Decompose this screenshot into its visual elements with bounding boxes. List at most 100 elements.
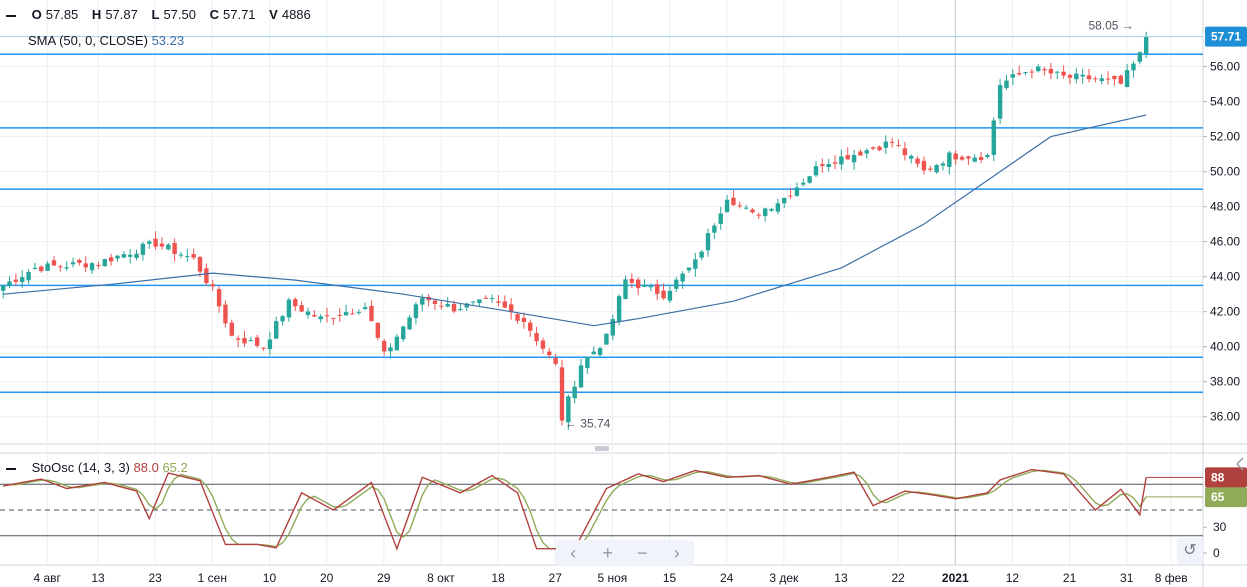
sto-d-value: 65.2 xyxy=(162,460,188,475)
candle-body xyxy=(274,321,279,339)
scroll-left-button[interactable]: ‹ xyxy=(570,542,577,563)
price-tick-label: 40.00 xyxy=(1210,340,1240,354)
candle-body xyxy=(674,279,679,289)
candle-body xyxy=(77,259,82,263)
candle-body xyxy=(801,182,806,185)
candles-group xyxy=(0,31,1149,430)
time-tick-label: 12 xyxy=(1006,571,1020,585)
candle-body xyxy=(762,208,768,217)
candle-body xyxy=(337,314,342,316)
time-tick-label: 27 xyxy=(549,571,563,585)
sto-legend[interactable]: StoOsc (14, 3, 3) 88.0 65.2 xyxy=(6,460,188,475)
sto-tick-label: 30 xyxy=(1213,520,1227,534)
candle-body xyxy=(1016,72,1022,75)
candle-body xyxy=(134,253,139,259)
candle-body xyxy=(756,214,762,216)
time-tick-label: 4 авг xyxy=(34,571,62,585)
candle-body xyxy=(775,203,781,212)
candle-body xyxy=(972,157,977,162)
sto-tick-label: 65 xyxy=(1211,490,1225,504)
candle-body xyxy=(699,251,704,258)
candle-body xyxy=(680,273,685,282)
candle-body xyxy=(401,326,406,340)
candle-body xyxy=(718,213,723,224)
candle-body xyxy=(235,338,241,340)
candle-body xyxy=(553,358,558,364)
chart-nav-bar: ‹ + − › xyxy=(556,540,694,566)
candle-body xyxy=(420,298,425,305)
candle-body xyxy=(394,336,400,351)
open-label: O xyxy=(31,7,42,22)
candle-body xyxy=(877,146,882,151)
candle-body xyxy=(356,312,361,314)
candle-body xyxy=(667,290,673,301)
candle-body xyxy=(515,314,520,321)
candle-body xyxy=(839,156,844,165)
reset-chart-button[interactable]: ↺ xyxy=(1177,538,1203,564)
time-tick-label: 23 xyxy=(148,571,162,585)
candle-body xyxy=(502,301,508,308)
price-tick-label: 46.00 xyxy=(1210,235,1240,249)
time-tick-label: 31 xyxy=(1120,571,1134,585)
low-label: L xyxy=(151,7,160,22)
candle-body xyxy=(642,284,647,287)
candle-body xyxy=(477,299,482,304)
time-tick-label: 13 xyxy=(91,571,105,585)
candle-body xyxy=(572,386,577,399)
zoom-in-button[interactable]: + xyxy=(602,542,613,563)
candle-body xyxy=(350,313,355,315)
candle-body xyxy=(299,305,304,312)
time-tick-label: 3 дек xyxy=(769,571,799,585)
candle-body xyxy=(648,286,654,288)
time-tick-label: 1 сен xyxy=(198,571,227,585)
candle-body xyxy=(547,351,552,356)
candle-body xyxy=(832,162,838,164)
candle-body xyxy=(1055,71,1060,73)
candle-body xyxy=(1036,66,1041,72)
candle-body xyxy=(381,340,387,352)
collapse-pane-icon xyxy=(1236,457,1244,471)
candle-body xyxy=(413,304,419,319)
candle-body xyxy=(585,356,590,368)
candle-body xyxy=(1086,75,1092,80)
last-price-label: 57.71 xyxy=(1211,30,1241,44)
candle-body xyxy=(153,238,158,247)
time-tick-label: 5 ноя xyxy=(597,571,627,585)
price-tick-label: 42.00 xyxy=(1210,305,1240,319)
candle-body xyxy=(743,207,749,209)
candle-body xyxy=(807,176,812,183)
candle-body xyxy=(32,267,38,269)
sto-k-value: 88.0 xyxy=(133,460,159,475)
price-tick-label: 50.00 xyxy=(1210,165,1240,179)
scroll-right-button[interactable]: › xyxy=(673,542,680,563)
candle-body xyxy=(985,154,990,158)
candle-body xyxy=(191,254,196,258)
candle-body xyxy=(458,309,463,311)
candle-body xyxy=(610,319,615,336)
candle-body xyxy=(89,263,95,271)
candle-body xyxy=(115,255,120,259)
candle-body xyxy=(883,141,889,148)
candle-body xyxy=(940,163,946,166)
candle-body xyxy=(870,147,876,149)
candle-body xyxy=(159,243,165,247)
candle-body xyxy=(216,289,222,307)
candle-body xyxy=(864,150,869,154)
candle-body xyxy=(1061,71,1066,76)
candle-body xyxy=(1080,74,1085,77)
candle-body xyxy=(369,305,374,322)
candle-body xyxy=(210,284,215,287)
candle-body xyxy=(286,299,292,318)
candle-body xyxy=(470,301,476,303)
candle-body xyxy=(978,156,984,160)
candle-body xyxy=(343,312,349,316)
candle-body xyxy=(997,85,1003,119)
candle-body xyxy=(172,243,177,254)
zoom-out-button[interactable]: − xyxy=(636,542,648,563)
low-value: 57.50 xyxy=(163,7,196,22)
candle-body xyxy=(242,337,247,344)
candle-body xyxy=(1010,74,1016,78)
candle-body xyxy=(464,303,469,308)
sma-legend[interactable]: SMA (50, 0, CLOSE) 53.23 xyxy=(28,33,184,48)
